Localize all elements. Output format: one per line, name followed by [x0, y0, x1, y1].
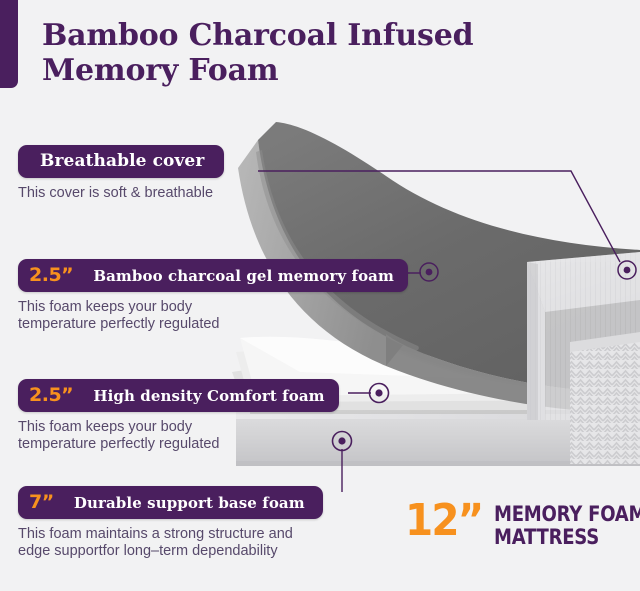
connector-line-1 [258, 170, 621, 263]
product-name: MEMORY FOAM MATTRESS [494, 502, 640, 549]
callout-high-density-comfort-foam: 2.5” High density Comfort foam This foam… [18, 379, 339, 453]
badge-bamboo-charcoal-gel[interactable]: 2.5” Bamboo charcoal gel memory foam [18, 259, 408, 292]
callout-breathable-cover: Breathable cover This cover is soft & br… [18, 145, 225, 202]
knit-texture [570, 342, 640, 464]
dot-marker-breathable-cover [617, 260, 637, 280]
callout-bamboo-charcoal-gel: 2.5” Bamboo charcoal gel memory foam Thi… [18, 259, 408, 333]
product-mark: 12” MEMORY FOAM MATTRESS [405, 495, 640, 549]
product-name-line-2: MATTRESS [494, 525, 600, 549]
knit-cover-panel [527, 252, 640, 464]
badge-label: High density Comfort foam [93, 387, 325, 405]
page-title-line-2: Memory Foam [42, 53, 279, 88]
callout-description: This cover is soft & breathable [18, 185, 214, 201]
badge-thickness: 2.5” [29, 384, 74, 406]
callout-description: This foam maintains a strong structure a… [18, 526, 293, 559]
callout-description: This foam keeps your body temperature pe… [18, 419, 220, 452]
dot-marker-bamboo-charcoal-gel [419, 262, 439, 282]
product-thickness: 12” [405, 495, 484, 546]
callout-description: This foam keeps your body temperature pe… [18, 299, 220, 332]
page-title-line-1: Bamboo Charcoal Infused [42, 18, 474, 53]
badge-breathable-cover[interactable]: Breathable cover [18, 145, 225, 178]
accent-bar [0, 0, 18, 88]
badge-label: Durable support base foam [73, 494, 305, 512]
badge-thickness: 2.5” [29, 264, 74, 286]
badge-durable-support-base-foam[interactable]: 7” Durable support base foam [18, 486, 323, 519]
badge-thickness: 7” [29, 491, 54, 513]
dot-marker-comfort-foam [368, 382, 390, 404]
page-title: Bamboo Charcoal Infused Memory Foam [42, 18, 512, 88]
callout-durable-support-base-foam: 7” Durable support base foam This foam m… [18, 486, 323, 560]
badge-high-density-comfort-foam[interactable]: 2.5” High density Comfort foam [18, 379, 339, 412]
badge-label: Bamboo charcoal gel memory foam [93, 267, 394, 285]
badge-label: Breathable cover [40, 151, 205, 171]
product-name-line-1: MEMORY FOAM [494, 502, 640, 526]
